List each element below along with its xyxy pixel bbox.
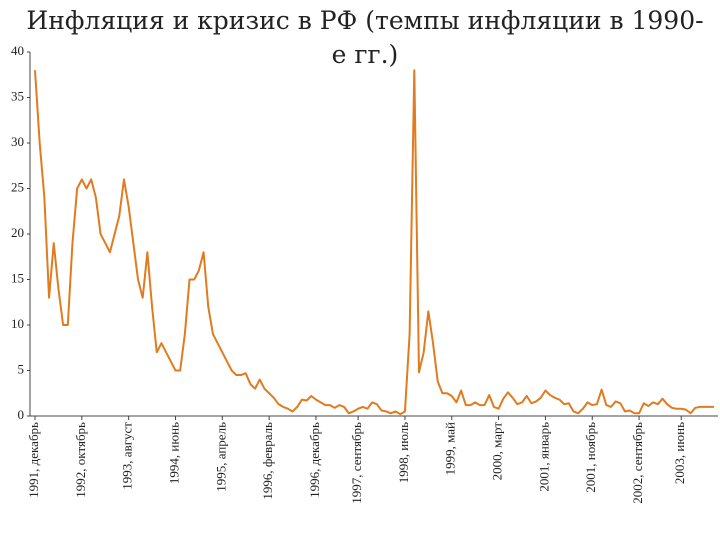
x-tick-label: 1994, июнь [166,422,181,484]
y-tick-label: 5 [18,361,25,376]
x-tick-label: 1993, август [120,422,135,490]
y-tick-label: 35 [11,88,24,103]
y-tick-label: 40 [11,43,24,58]
y-tick-label: 25 [11,179,24,194]
x-tick-label: 2003, июнь [672,422,687,484]
y-tick-label: 20 [11,225,24,240]
x-tick-label: 1999, май [443,422,458,475]
y-tick-label: 15 [11,270,24,285]
x-tick-label: 1998, июль [396,422,411,483]
x-tick-label: 2000, март [490,422,505,481]
x-tick-label: 2001, январь [536,422,551,492]
x-tick-label: 1997, сентябрь [349,422,364,504]
y-tick-label: 0 [18,407,25,422]
x-tick-label: 1995, апрель [213,422,228,492]
line-series [34,69,714,416]
x-tick-label: 1991, декабрь [26,422,41,498]
x-tick-label: 2001, ноябрь [583,422,598,493]
x-tick-label: 1992, октябрь [73,422,88,498]
x-tick-label: 2002, сентябрь [630,422,645,504]
y-tick-label: 30 [11,134,24,149]
x-tick-label: 1996, декабрь [307,422,322,498]
x-tick-label: 1996, февраль [260,422,275,500]
chart-title: Инфляция и кризис в РФ (темпы инфляции в… [26,6,704,69]
y-tick-label: 10 [11,316,24,331]
